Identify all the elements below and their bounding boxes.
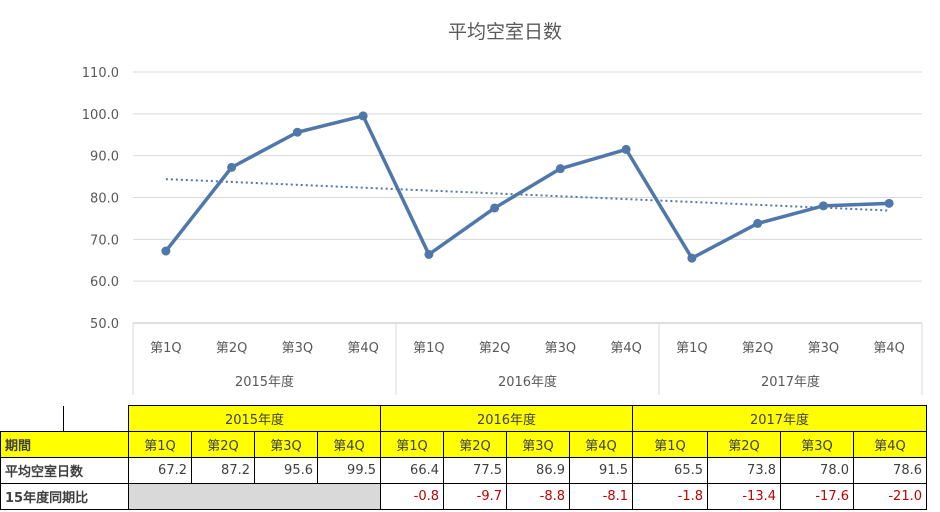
x-tick-label: 第4Q: [610, 341, 642, 356]
value-cell: 77.5: [443, 457, 507, 484]
data-point: [292, 127, 302, 137]
quarter-cell: 第1Q: [632, 431, 708, 458]
data-point: [227, 162, 237, 172]
data-table: 2015年度 2016年度 2017年度 期間 第1Q 第2Q 第3Q 第4Q 第1Q 第…: [0, 405, 927, 510]
value-cell: 65.5: [632, 457, 708, 484]
data-point: [753, 218, 763, 228]
data-point: [490, 203, 500, 213]
quarter-cell: 第3Q: [780, 431, 854, 458]
series-line: [161, 111, 894, 263]
quarter-cell: 第2Q: [191, 431, 255, 458]
data-point: [424, 249, 434, 259]
table-quarter-row: 期間 第1Q 第2Q 第3Q 第4Q 第1Q 第2Q 第3Q 第4Q 第1Q 第2Q 第3Q 第4Q: [0, 431, 927, 458]
change-cell: -1.8: [632, 483, 708, 510]
value-cell: 99.5: [317, 457, 381, 484]
value-cell: 67.2: [128, 457, 192, 484]
x-axis: 第1Q 第2Q 第3Q 第4Q 第1Q 第2Q 第3Q 第4Q 第1Q 第2Q 第3Q 第4Q 2015…: [132, 323, 923, 395]
value-cell: 66.4: [380, 457, 444, 484]
change-cell: -17.6: [780, 483, 854, 510]
change-cell: -8.8: [506, 483, 570, 510]
group-label: 2015年度: [235, 374, 294, 390]
x-tick-label: 第2Q: [742, 341, 774, 356]
value-cell: 87.2: [191, 457, 255, 484]
value-cell: 86.9: [506, 457, 570, 484]
gridlines: [133, 71, 922, 324]
group-label: 2016年度: [498, 374, 557, 390]
table-corner: [63, 405, 129, 432]
table-year-header: 2015年度: [128, 405, 381, 432]
change-cell: -21.0: [853, 483, 927, 510]
table-row-label: 平均空室日数: [0, 457, 129, 484]
value-cell: 78.6: [853, 457, 927, 484]
data-point: [621, 144, 631, 154]
y-axis-ticks: 110.0 100.0 90.0 80.0 70.0 60.0 50.0: [82, 66, 119, 332]
change-cell: -8.1: [569, 483, 633, 510]
x-tick-label: 第2Q: [216, 341, 248, 356]
x-tick-label: 第1Q: [676, 341, 708, 356]
quarter-cell: 第4Q: [853, 431, 927, 458]
y-tick-label: 80.0: [90, 192, 119, 207]
value-cell: 95.6: [254, 457, 318, 484]
trendline-path: [165, 178, 890, 212]
group-label: 2017年度: [761, 374, 820, 390]
table-gray-cell: [128, 483, 381, 510]
data-point: [161, 246, 171, 256]
data-point: [555, 164, 565, 174]
y-tick-label: 100.0: [82, 108, 119, 123]
data-point: [358, 111, 368, 121]
table-row-avg-vacancy: 平均空室日数 67.2 87.2 95.6 99.5 66.4 77.5 86.9 91.5 6…: [0, 457, 927, 484]
data-point: [884, 198, 894, 208]
x-tick-label: 第3Q: [282, 341, 314, 356]
table-row-yoy: 15年度同期比 -0.8 -9.7 -8.8 -8.1 -1.8 -13.4 -17.6 -2…: [0, 483, 927, 510]
value-cell: 91.5: [569, 457, 633, 484]
x-tick-label: 第3Q: [545, 341, 577, 356]
x-tick-label: 第3Q: [808, 341, 840, 356]
y-tick-label: 110.0: [82, 66, 119, 81]
line-chart: 平均空室日数 110.0 100.0 90.0 80.0 70.0 60.0 50.0 第1…: [82, 21, 923, 395]
y-tick-label: 60.0: [90, 275, 119, 290]
data-point: [687, 253, 697, 263]
x-tick-label: 第4Q: [873, 341, 905, 356]
table-year-row: 2015年度 2016年度 2017年度: [0, 405, 927, 432]
y-tick-label: 90.0: [90, 150, 119, 165]
quarter-cell: 第2Q: [443, 431, 507, 458]
table-corner: [0, 405, 64, 432]
table-year-header: 2017年度: [632, 405, 927, 432]
table-year-header: 2016年度: [380, 405, 633, 432]
quarter-cell: 第2Q: [707, 431, 781, 458]
x-tick-label: 第1Q: [413, 341, 445, 356]
change-cell: -13.4: [707, 483, 781, 510]
x-tick-label: 第1Q: [150, 341, 182, 356]
quarter-cell: 第4Q: [317, 431, 381, 458]
quarter-cell: 第1Q: [128, 431, 192, 458]
change-cell: -0.8: [380, 483, 444, 510]
trendline: [165, 178, 890, 212]
x-tick-label: 第2Q: [479, 341, 511, 356]
table-row-label: 15年度同期比: [0, 483, 129, 510]
quarter-cell: 第4Q: [569, 431, 633, 458]
quarter-cell: 第3Q: [506, 431, 570, 458]
y-tick-label: 70.0: [90, 233, 119, 248]
value-cell: 73.8: [707, 457, 781, 484]
x-tick-label: 第4Q: [347, 341, 379, 356]
y-tick-label: 50.0: [90, 317, 119, 332]
data-point: [818, 201, 828, 211]
series-path: [164, 114, 890, 260]
chart-title: 平均空室日数: [448, 21, 562, 43]
change-cell: -9.7: [443, 483, 507, 510]
quarter-cell: 第3Q: [254, 431, 318, 458]
table-row-label: 期間: [0, 431, 129, 458]
value-cell: 78.0: [780, 457, 854, 484]
quarter-cell: 第1Q: [380, 431, 444, 458]
